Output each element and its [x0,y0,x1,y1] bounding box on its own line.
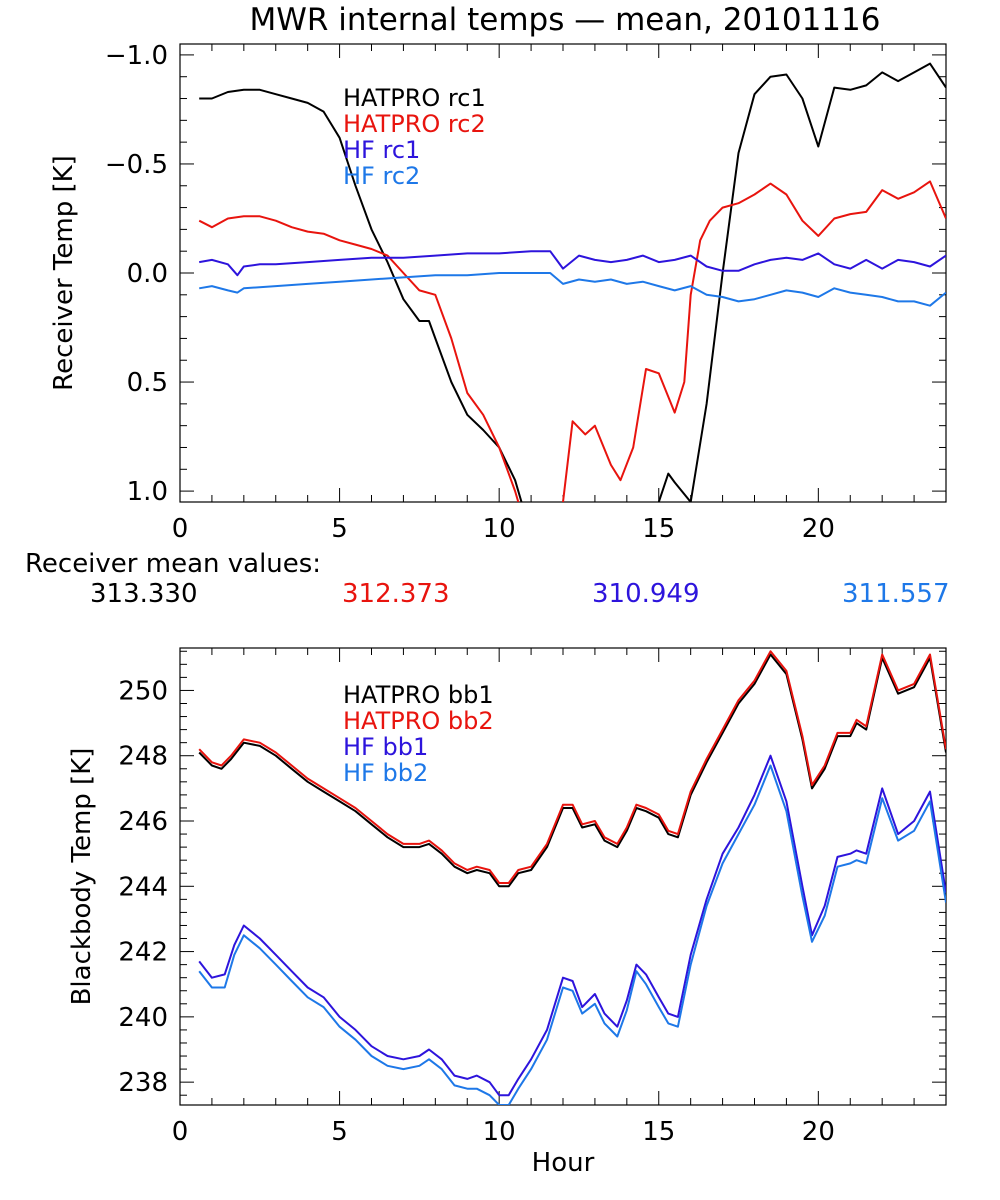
mean-value-hf-rc2: 311.557 [842,579,950,609]
x-tick-label: 15 [642,514,675,544]
series-line-hf1 [199,250,946,277]
x-tick-label: 20 [802,1117,835,1147]
receiver-mean-label: Receiver mean values: [25,549,321,579]
series-line-hf2 [198,764,946,1105]
series-line-hf2 [199,272,946,307]
series-line-hatpro1 [199,62,946,502]
x-tick-label: 5 [331,514,348,544]
y-tick-label: 1.0 [127,477,168,507]
legend-entry-hf2: HF rc2 [343,162,420,190]
series-group [198,650,946,1105]
legend-entry-hf2: HF bb2 [343,759,428,787]
y-axis-label: Receiver Temp [K] [49,155,79,391]
plot-frame [179,43,947,503]
receiver-temp-plot: 0 5 10 15 20 1.0 0.5 0.0 −0.5 −1.0 Receiver Temp [… [49,41,947,544]
series-line-hatpro2 [198,650,946,884]
chart-title: MWR internal temps — mean, 20101116 [250,2,881,38]
y-tick-label: 248 [118,742,168,772]
mean-value-hatpro-rc2: 312.373 [342,579,450,609]
y-tick-label: 0.5 [127,368,168,398]
legend-entry-hatpro2: HATPRO bb2 [343,707,494,735]
y-axis-label: Blackbody Temp [K] [67,748,97,1006]
x-axis-label: Hour [532,1148,595,1178]
y-tick-label: 238 [118,1068,168,1098]
series-line-hf1 [198,754,946,1097]
receiver-mean-values: Receiver mean values: 313.330 312.373 31… [25,549,950,609]
y-tick-label: 250 [118,676,168,706]
legend-entry-hatpro2: HATPRO rc2 [343,110,486,138]
y-tick-label: −1.0 [105,41,168,71]
y-tick-label: −0.5 [105,150,168,180]
mean-value-hatpro-rc1: 313.330 [90,579,198,609]
plot-frame [179,647,947,1106]
y-tick-label: 0.0 [127,259,168,289]
legend-entry-hf1: HF rc1 [343,136,420,164]
x-tick-label: 10 [483,514,516,544]
mean-value-hf-rc1: 310.949 [592,579,700,609]
x-tick-label: 15 [642,1117,675,1147]
series-line-hatpro1 [198,653,946,888]
x-tick-label: 5 [331,1117,348,1147]
y-tick-label: 244 [118,872,168,902]
blackbody-temp-plot: 0 5 10 15 20 238 240 242 244 246 248 250 Blackbody T… [67,647,947,1178]
x-tick-label: 20 [802,514,835,544]
legend-entry-hatpro1: HATPRO rc1 [343,84,486,112]
y-tick-label: 246 [118,807,168,837]
x-tick-label: 0 [172,1117,189,1147]
x-tick-label: 10 [483,1117,516,1147]
y-tick-label: 242 [118,938,168,968]
legend-entry-hf1: HF bb1 [343,733,428,761]
y-tick-label: 240 [118,1003,168,1033]
series-line-hatpro2 [198,180,946,502]
legend-entry-hatpro1: HATPRO bb1 [343,681,494,709]
x-tick-label: 0 [172,514,189,544]
series-group [198,62,946,502]
